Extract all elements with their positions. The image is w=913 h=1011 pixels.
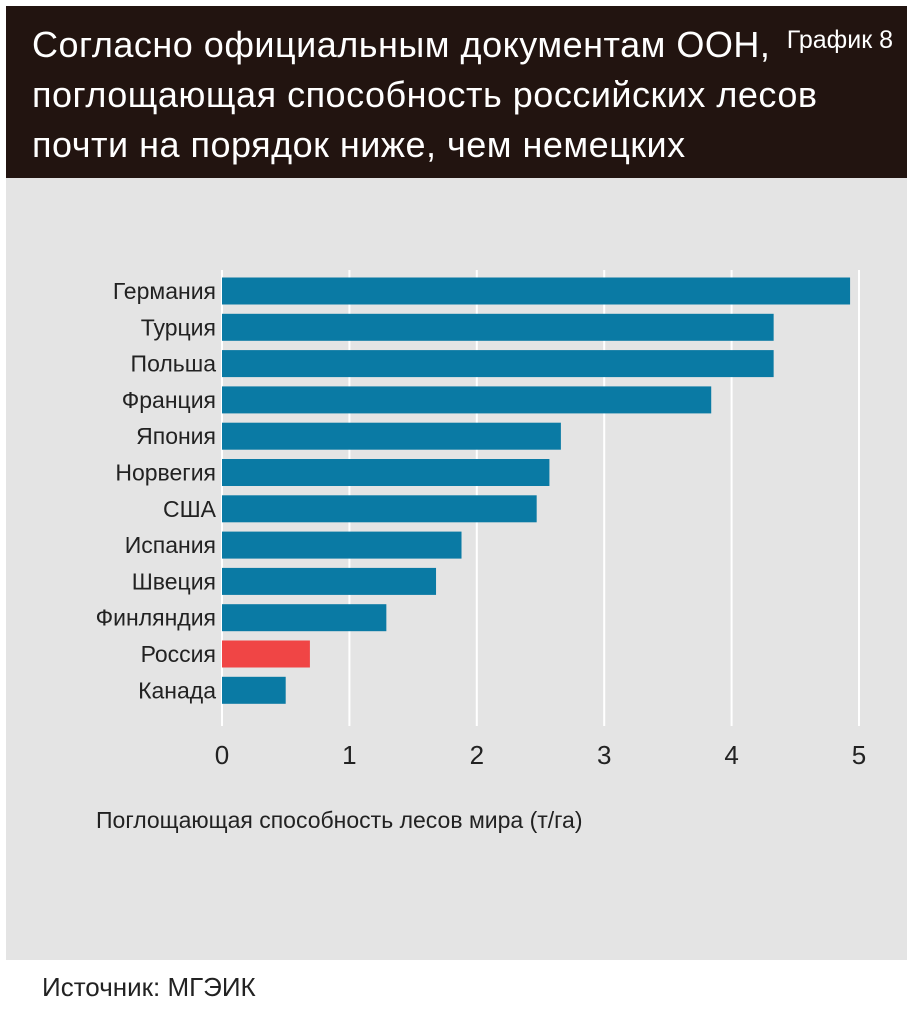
bar-6	[222, 459, 550, 486]
category-label: США	[163, 496, 217, 522]
x-tick-label: 0	[215, 740, 229, 770]
chart-footer: Источник: МГЭИК	[6, 960, 907, 1011]
category-label: Канада	[138, 677, 216, 703]
bar-9	[222, 567, 437, 595]
bar-10	[222, 604, 387, 632]
bar-7	[222, 495, 537, 523]
bar-11	[222, 640, 310, 668]
chart-header: Согласно официальным документам ООН, пог…	[6, 6, 907, 178]
category-label: Финляндия	[96, 605, 216, 631]
category-label: Германия	[113, 278, 216, 304]
bar-5	[222, 422, 561, 450]
x-tick-label: 4	[724, 740, 738, 770]
bar-12	[222, 676, 286, 704]
x-tick-label: 1	[342, 740, 356, 770]
category-label: Турция	[141, 314, 216, 340]
category-label: Норвегия	[115, 460, 216, 486]
x-tick-label: 3	[597, 740, 611, 770]
bar-3	[222, 350, 774, 378]
bar-chart: Германия Турция Польша Франция Япония Норвеги…	[96, 270, 866, 833]
category-label: Испания	[125, 532, 216, 558]
bar-8	[222, 531, 462, 559]
x-tick-label: 5	[852, 740, 866, 770]
category-label: Швеция	[132, 568, 216, 594]
x-tick-label: 2	[470, 740, 484, 770]
chart-number: График 8	[786, 26, 893, 54]
x-axis-label: Поглощающая способность лесов мира (т/га…	[96, 807, 583, 833]
bar-1	[222, 277, 851, 305]
chart-title: Согласно официальным документам ООН, пог…	[32, 24, 818, 165]
source-note: Источник: МГЭИК	[42, 972, 256, 1002]
category-label: Россия	[141, 641, 216, 667]
category-label: Франция	[122, 387, 216, 413]
bar-4	[222, 386, 712, 414]
bar-2	[222, 313, 774, 341]
category-label: Япония	[136, 423, 216, 449]
category-label: Польша	[131, 351, 217, 377]
